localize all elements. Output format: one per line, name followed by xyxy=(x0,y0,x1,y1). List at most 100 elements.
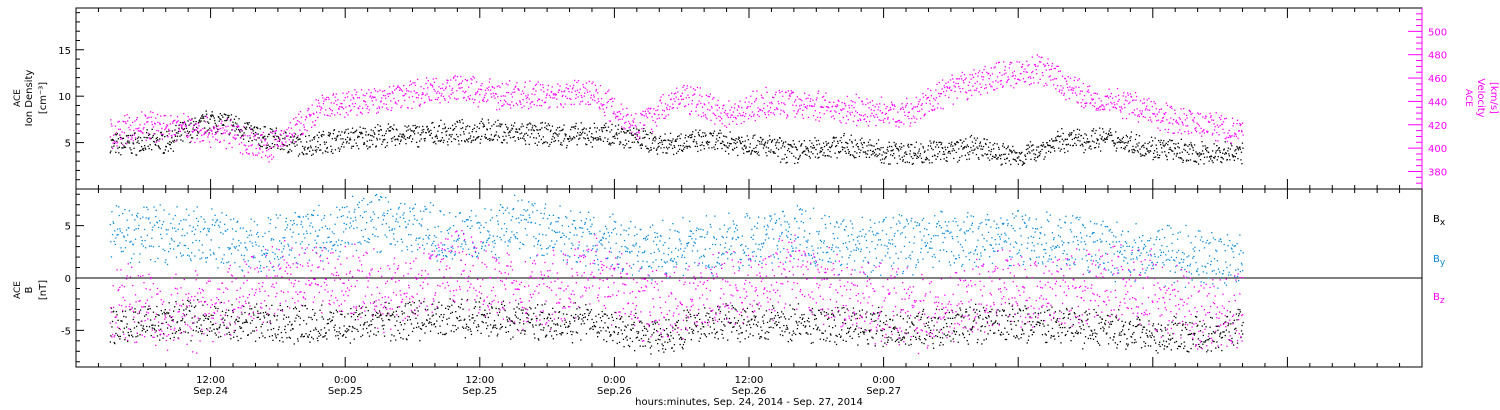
density-point xyxy=(1171,139,1173,142)
density-point xyxy=(590,136,592,138)
velocity-point xyxy=(603,104,605,106)
velocity-point xyxy=(1115,95,1117,98)
velocity-point xyxy=(220,122,222,124)
density-point xyxy=(502,135,504,138)
velocity-point xyxy=(1242,134,1244,136)
velocity-point xyxy=(1046,62,1049,64)
bx-point xyxy=(152,311,155,313)
velocity-point xyxy=(1184,119,1187,121)
density-point xyxy=(968,154,970,156)
bx-point xyxy=(325,332,327,334)
density-point xyxy=(299,134,302,136)
density-point xyxy=(1027,144,1030,146)
density-point xyxy=(987,157,989,159)
velocity-point xyxy=(663,110,666,112)
density-point xyxy=(762,138,764,140)
density-point xyxy=(663,139,666,141)
velocity-point xyxy=(1004,66,1006,68)
velocity-point xyxy=(292,136,294,138)
bx-point xyxy=(207,318,209,320)
velocity-point xyxy=(737,115,739,117)
velocity-point xyxy=(276,140,279,142)
density-point xyxy=(233,118,236,120)
density-point xyxy=(1148,152,1150,154)
velocity-point xyxy=(284,144,286,146)
velocity-point xyxy=(410,83,413,85)
bx-point xyxy=(450,330,452,332)
density-point xyxy=(971,141,974,143)
velocity-point xyxy=(1098,97,1100,100)
bx-point xyxy=(410,304,412,306)
density-point xyxy=(1152,158,1154,161)
density-point xyxy=(786,156,788,158)
density-point xyxy=(881,158,884,160)
bx-point xyxy=(225,312,227,314)
density-point xyxy=(213,117,215,119)
density-point xyxy=(1138,135,1141,137)
velocity-point xyxy=(1014,77,1016,80)
velocity-point xyxy=(917,110,919,113)
density-point xyxy=(317,140,319,143)
density-point xyxy=(337,134,339,137)
density-point xyxy=(464,140,466,142)
velocity-point xyxy=(647,110,649,112)
velocity-point xyxy=(1151,121,1153,123)
density-point xyxy=(597,137,599,139)
velocity-point xyxy=(1009,63,1011,65)
velocity-point xyxy=(216,127,218,130)
velocity-point xyxy=(387,95,390,98)
velocity-point xyxy=(498,85,500,87)
velocity-point xyxy=(751,103,753,105)
bx-point xyxy=(453,331,455,333)
density-point xyxy=(232,121,234,123)
bx-point xyxy=(404,305,406,307)
bx-point xyxy=(356,328,358,331)
density-point xyxy=(736,146,738,148)
velocity-point xyxy=(739,100,741,102)
velocity-point xyxy=(214,133,216,136)
density-point xyxy=(326,146,328,149)
velocity-point xyxy=(394,102,396,104)
bx-point xyxy=(312,308,314,311)
velocity-point xyxy=(351,94,353,96)
density-point xyxy=(478,127,480,129)
density-point xyxy=(567,138,569,141)
density-point xyxy=(408,125,410,127)
velocity-point xyxy=(1044,65,1046,67)
velocity-point xyxy=(377,111,379,113)
velocity-point xyxy=(1171,123,1174,125)
density-point xyxy=(517,131,519,133)
velocity-point xyxy=(376,112,378,114)
bx-point xyxy=(134,308,136,310)
bx-point xyxy=(185,308,187,310)
bx-point xyxy=(146,325,148,328)
bx-point xyxy=(451,311,454,313)
density-point xyxy=(1084,149,1087,151)
bx-point xyxy=(229,333,231,336)
density-point xyxy=(842,147,844,149)
density-point xyxy=(685,134,687,136)
velocity-point xyxy=(293,132,295,134)
velocity-point xyxy=(1090,102,1092,104)
density-point xyxy=(888,163,890,165)
velocity-point xyxy=(128,117,130,119)
density-point xyxy=(618,132,620,135)
density-point xyxy=(827,142,830,144)
density-point xyxy=(699,144,701,147)
density-point xyxy=(568,140,570,143)
density-point xyxy=(984,142,987,145)
density-point xyxy=(373,132,375,134)
velocity-point xyxy=(989,74,991,77)
bx-point xyxy=(396,306,399,308)
velocity-point xyxy=(262,151,264,153)
velocity-point xyxy=(536,104,538,107)
velocity-point xyxy=(980,86,982,88)
velocity-point xyxy=(568,91,570,93)
bx-point xyxy=(225,327,227,329)
velocity-point xyxy=(619,118,621,120)
velocity-point xyxy=(313,113,315,115)
density-point xyxy=(175,132,178,134)
density-point xyxy=(1191,153,1194,155)
velocity-point xyxy=(435,77,437,80)
bx-point xyxy=(294,306,296,308)
